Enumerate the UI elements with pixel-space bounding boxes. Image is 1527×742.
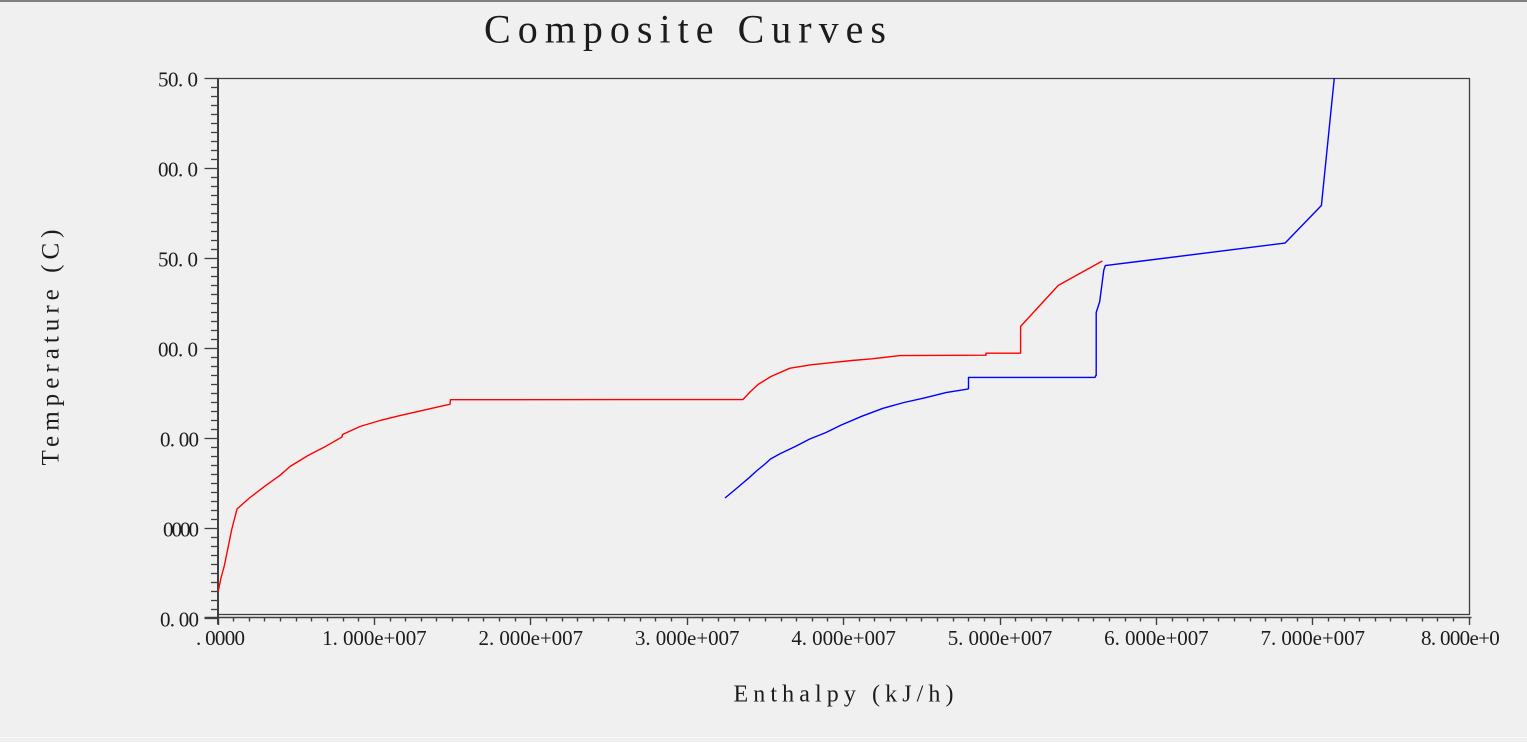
svg-text:7. 000e+007: 7. 000e+007 bbox=[1261, 626, 1366, 650]
svg-text:50. 0: 50. 0 bbox=[158, 68, 198, 92]
svg-text:Composite Curves: Composite Curves bbox=[484, 7, 886, 52]
svg-text:3. 000e+007: 3. 000e+007 bbox=[635, 626, 740, 650]
svg-text:50. 0: 50. 0 bbox=[158, 248, 198, 272]
svg-text:00. 0: 00. 0 bbox=[158, 338, 198, 362]
svg-text:8. 000e+0: 8. 000e+0 bbox=[1421, 626, 1500, 650]
svg-text:5. 000e+007: 5. 000e+007 bbox=[948, 626, 1053, 650]
svg-text:0. 00: 0. 00 bbox=[160, 428, 199, 452]
svg-text:0000: 0000 bbox=[163, 518, 199, 542]
svg-text:4. 000e+007: 4. 000e+007 bbox=[791, 626, 896, 650]
svg-text:Enthalpy (kJ/h): Enthalpy (kJ/h) bbox=[734, 682, 954, 708]
svg-text:00. 0: 00. 0 bbox=[158, 158, 198, 182]
svg-text:1. 000e+007: 1. 000e+007 bbox=[322, 626, 427, 650]
svg-text:6. 000e+007: 6. 000e+007 bbox=[1104, 626, 1209, 650]
svg-text:0. 00: 0. 00 bbox=[160, 608, 199, 632]
svg-text:2. 000e+007: 2. 000e+007 bbox=[479, 626, 584, 650]
svg-text:. 0000: . 0000 bbox=[196, 626, 245, 650]
